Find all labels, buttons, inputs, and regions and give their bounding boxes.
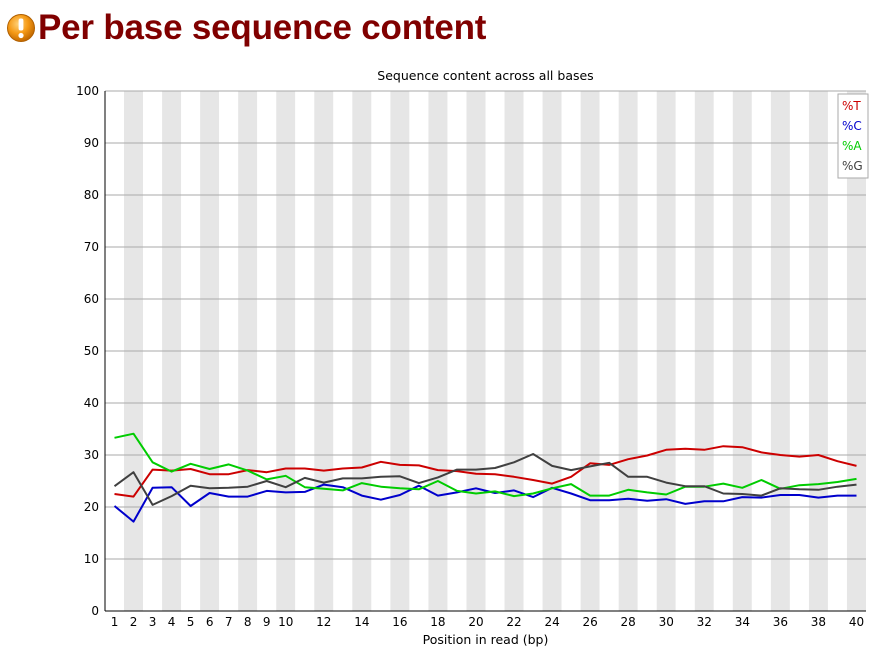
- chart-title: Sequence content across all bases: [377, 68, 593, 83]
- x-tick-label: 18: [430, 615, 445, 629]
- legend-box: [837, 93, 869, 179]
- x-tick-label: 26: [582, 615, 597, 629]
- x-tick-label: 36: [773, 615, 788, 629]
- warning-icon: [7, 14, 35, 42]
- y-tick-label: 70: [84, 240, 99, 254]
- page-title: Per base sequence content: [38, 8, 487, 47]
- y-axis-ticks: 0 10 20 30 40 50 60 70 80 90 100: [76, 84, 99, 618]
- x-axis-ticks: 1 2 3 4 5 6 7 8 9 10 12 14 16 18 20 22 24 26 28 30 32 34 36 38 4…: [111, 615, 864, 629]
- series-line-pct-a: [114, 432, 857, 498]
- x-tick-label: 14: [354, 615, 369, 629]
- y-tick-label: 20: [84, 500, 99, 514]
- x-tick-label: 4: [168, 615, 176, 629]
- x-tick-label: 28: [621, 615, 636, 629]
- y-tick-label: 60: [84, 292, 99, 306]
- legend: %T %C %A %G: [837, 93, 869, 179]
- x-tick-label: 38: [811, 615, 826, 629]
- y-tick-label: 10: [84, 552, 99, 566]
- x-tick-label: 40: [849, 615, 864, 629]
- x-tick-label: 12: [316, 615, 331, 629]
- series-line-pct-t: [114, 445, 857, 498]
- horizontal-gridlines: [105, 90, 866, 560]
- legend-entry: %C: [842, 119, 862, 133]
- x-tick-label: 9: [263, 615, 271, 629]
- x-tick-label: 3: [149, 615, 157, 629]
- series-line-pct-c: [113, 483, 857, 523]
- x-axis-label: Position in read (bp): [423, 632, 549, 647]
- legend-entry: %T: [842, 99, 861, 113]
- y-tick-label: 80: [84, 188, 99, 202]
- x-tick-label: 22: [506, 615, 521, 629]
- series-line-pct-g: [113, 453, 857, 506]
- x-tick-label: 10: [278, 615, 293, 629]
- legend-entry: %A: [842, 139, 862, 153]
- x-tick-label: 2: [130, 615, 138, 629]
- legend-entry: %G: [842, 159, 863, 173]
- series-lines: [113, 432, 857, 523]
- y-tick-label: 100: [76, 84, 99, 98]
- y-tick-label: 40: [84, 396, 99, 410]
- x-tick-label: 6: [206, 615, 214, 629]
- x-tick-label: 24: [544, 615, 559, 629]
- report-header: Per base sequence content: [6, 6, 486, 50]
- y-tick-label: 0: [91, 604, 99, 618]
- x-tick-label: 7: [225, 615, 233, 629]
- x-tick-label: 34: [735, 615, 750, 629]
- x-tick-label: 5: [187, 615, 195, 629]
- y-tick-label: 30: [84, 448, 99, 462]
- y-tick-label: 90: [84, 136, 99, 150]
- x-tick-label: 8: [244, 615, 252, 629]
- y-tick-label: 50: [84, 344, 99, 358]
- x-tick-label: 20: [468, 615, 483, 629]
- x-tick-label: 16: [392, 615, 407, 629]
- x-tick-label: 32: [697, 615, 712, 629]
- x-tick-label: 1: [111, 615, 119, 629]
- x-tick-label: 30: [659, 615, 674, 629]
